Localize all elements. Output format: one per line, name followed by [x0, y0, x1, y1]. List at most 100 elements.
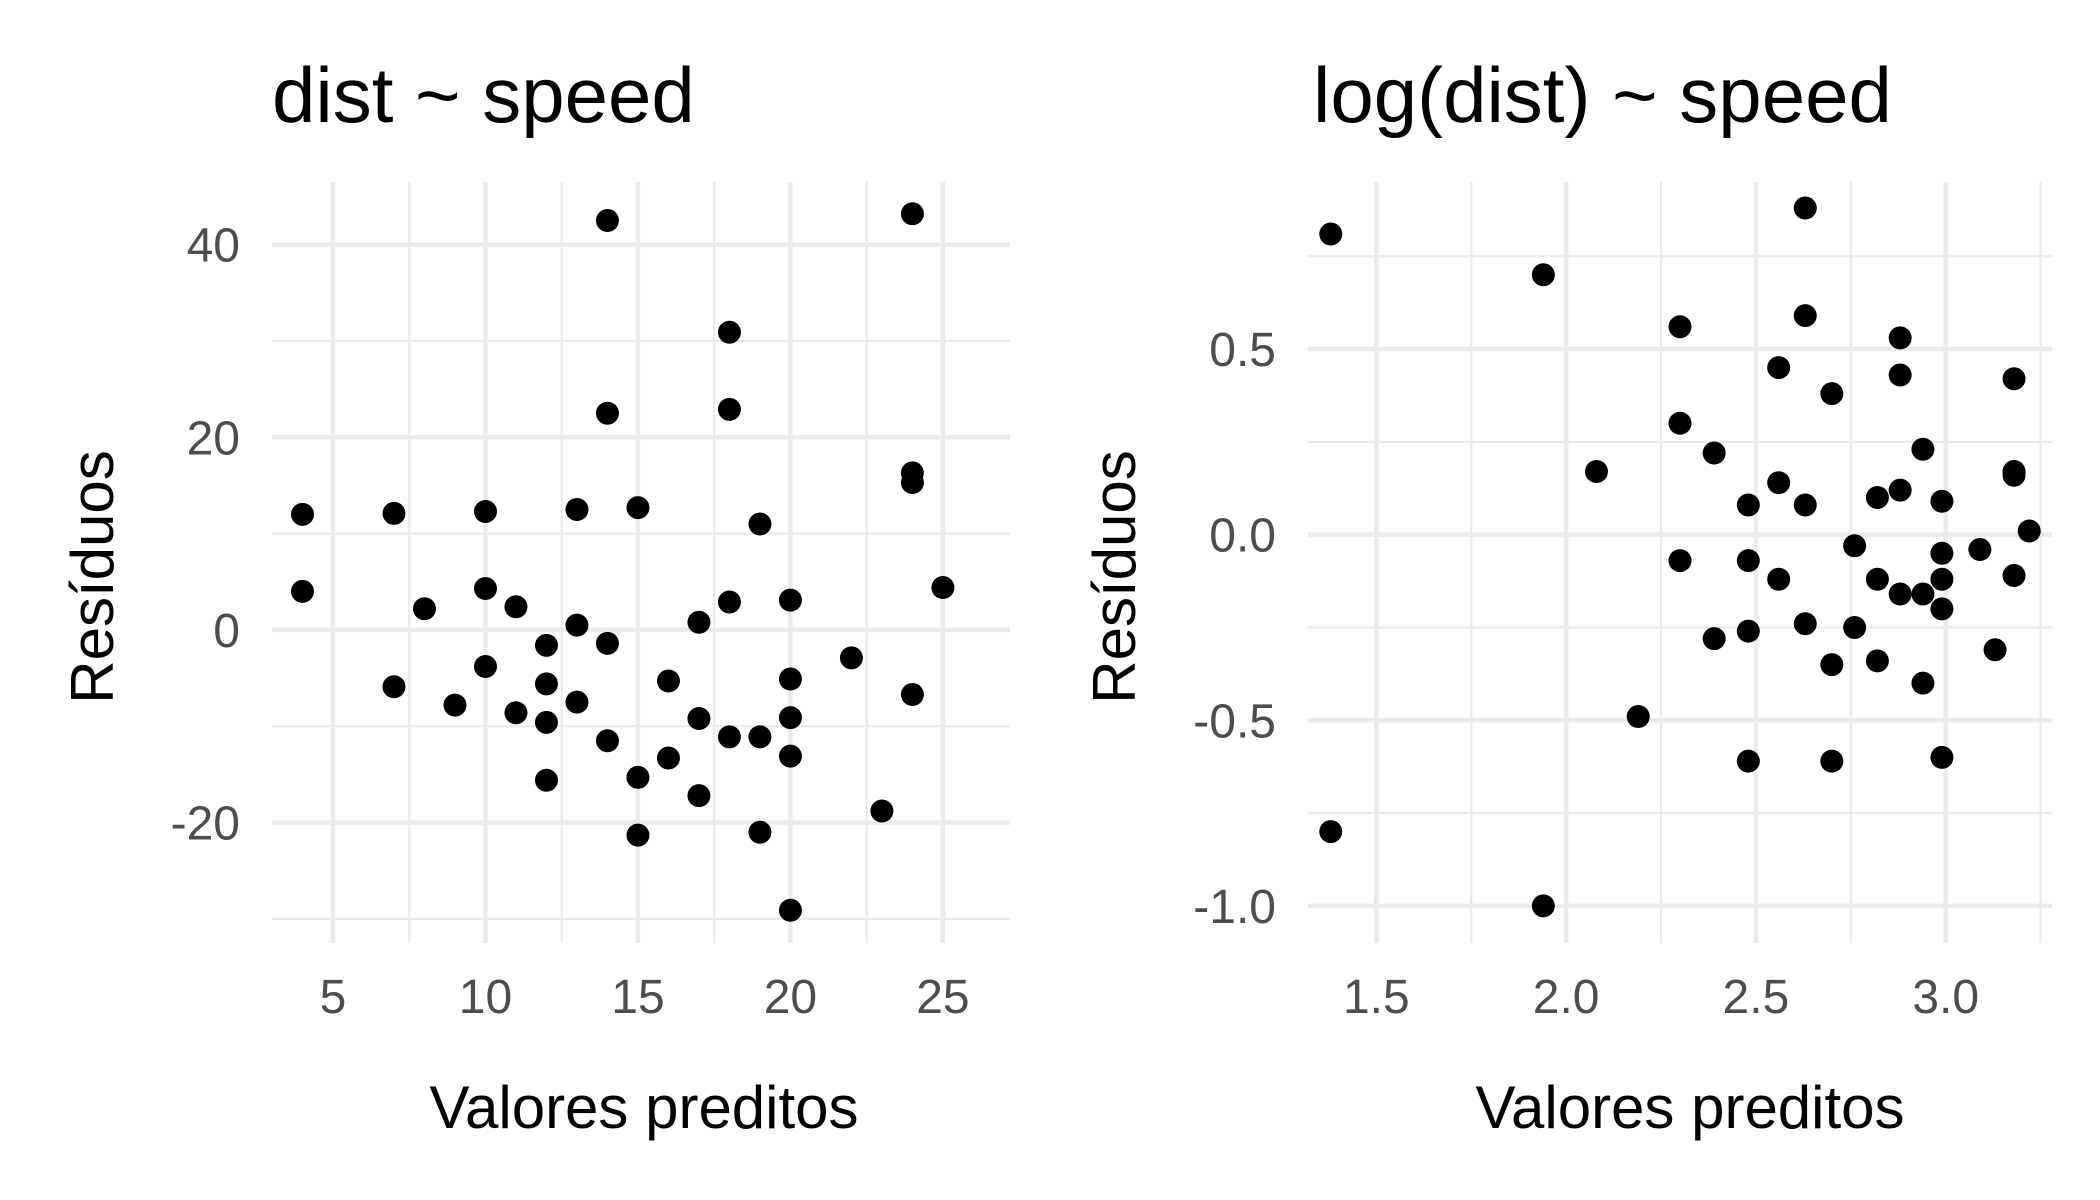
tick-labels: 1.5 2.0 2.5 3.0 -1.0 -0.5 0.0 0.5	[1193, 324, 1979, 1024]
panel-log-dist-speed: 1.5 2.0 2.5 3.0 -1.0 -0.5 0.0 0.5 log(dist) ~ s…	[1081, 51, 2052, 1141]
data-point	[1531, 263, 1555, 287]
data-point	[626, 765, 650, 789]
x-tick-label: 1.5	[1343, 971, 1410, 1024]
data-point	[1911, 437, 1935, 461]
data-point	[748, 512, 772, 536]
data-point	[1983, 638, 2007, 662]
data-point	[717, 397, 741, 421]
data-point	[1736, 619, 1760, 643]
x-tick-label: 20	[764, 971, 817, 1024]
x-tick-label: 3.0	[1912, 971, 1979, 1024]
data-point	[687, 784, 711, 808]
x-tick-label: 25	[916, 971, 969, 1024]
scatter-points	[290, 202, 955, 922]
data-point	[504, 701, 528, 725]
data-point	[1793, 196, 1817, 220]
data-point	[534, 768, 558, 792]
data-point	[1911, 671, 1935, 695]
scatter-points	[1319, 196, 2041, 918]
data-point	[1767, 471, 1791, 495]
data-point	[473, 577, 497, 601]
x-axis-label: Valores preditos	[1475, 1074, 1904, 1141]
data-point	[1843, 534, 1867, 558]
data-point	[2002, 367, 2026, 391]
data-point	[717, 725, 741, 749]
data-point	[1319, 222, 1343, 246]
data-point	[1668, 315, 1692, 339]
data-point	[778, 588, 802, 612]
tick-labels: 5 10 15 20 25 -20 0 20 40	[171, 220, 970, 1024]
data-point	[1865, 649, 1889, 673]
data-point	[1843, 615, 1867, 639]
data-point	[778, 898, 802, 922]
y-axis-label: Resíduos	[59, 450, 126, 703]
data-point	[565, 613, 589, 637]
x-tick-label: 15	[611, 971, 664, 1024]
data-point	[626, 496, 650, 520]
y-tick-label: -0.5	[1193, 695, 1276, 748]
data-point	[1668, 549, 1692, 573]
data-point	[1865, 567, 1889, 591]
data-point	[1793, 304, 1817, 328]
chart-title: dist ~ speed	[272, 51, 695, 139]
data-point	[565, 498, 589, 522]
y-tick-label: -1.0	[1193, 881, 1276, 934]
data-point	[595, 209, 619, 233]
data-point	[1968, 538, 1992, 562]
data-point	[1888, 326, 1912, 350]
x-tick-label: 5	[320, 971, 347, 1024]
data-point	[1319, 820, 1343, 844]
data-point	[382, 501, 406, 525]
data-point	[473, 499, 497, 523]
data-point	[1626, 705, 1650, 729]
data-point	[1930, 541, 1954, 565]
data-point	[534, 672, 558, 696]
data-point	[839, 646, 863, 670]
data-point	[565, 690, 589, 714]
data-point	[778, 706, 802, 730]
data-point	[1930, 489, 1954, 513]
y-axis-label: Resíduos	[1081, 450, 1148, 703]
data-point	[1668, 411, 1692, 435]
data-point	[748, 820, 772, 844]
x-tick-label: 2.5	[1723, 971, 1790, 1024]
data-point	[1930, 745, 1954, 769]
data-point	[778, 667, 802, 691]
data-point	[1930, 567, 1954, 591]
data-point	[626, 823, 650, 847]
data-point	[931, 576, 955, 600]
data-point	[900, 202, 924, 226]
x-tick-label: 2.0	[1533, 971, 1600, 1024]
data-point	[1888, 478, 1912, 502]
y-tick-label: 0.0	[1209, 510, 1276, 563]
data-point	[1531, 894, 1555, 918]
data-point	[1767, 567, 1791, 591]
data-point	[504, 595, 528, 619]
data-point	[1888, 582, 1912, 606]
data-point	[900, 682, 924, 706]
data-point	[412, 597, 436, 621]
data-point	[1793, 612, 1817, 636]
y-tick-label: 20	[187, 412, 240, 465]
panel-dist-speed: 5 10 15 20 25 -20 0 20 40 dist ~ speed Valores p…	[59, 51, 1010, 1141]
data-point	[1888, 363, 1912, 387]
data-point	[2002, 563, 2026, 587]
data-point	[1702, 441, 1726, 465]
data-point	[1793, 493, 1817, 517]
data-point	[687, 707, 711, 731]
y-tick-label: 0.5	[1209, 324, 1276, 377]
data-point	[717, 590, 741, 614]
data-point	[595, 401, 619, 425]
data-point	[473, 655, 497, 679]
y-tick-label: -20	[171, 798, 240, 851]
y-tick-label: 40	[187, 220, 240, 273]
data-point	[1736, 493, 1760, 517]
data-point	[1911, 582, 1935, 606]
grid-lines	[272, 182, 1010, 943]
data-point	[1930, 597, 1954, 621]
data-point	[656, 746, 680, 770]
data-point	[1736, 549, 1760, 573]
data-point	[656, 669, 680, 693]
data-point	[900, 471, 924, 495]
data-point	[382, 675, 406, 699]
